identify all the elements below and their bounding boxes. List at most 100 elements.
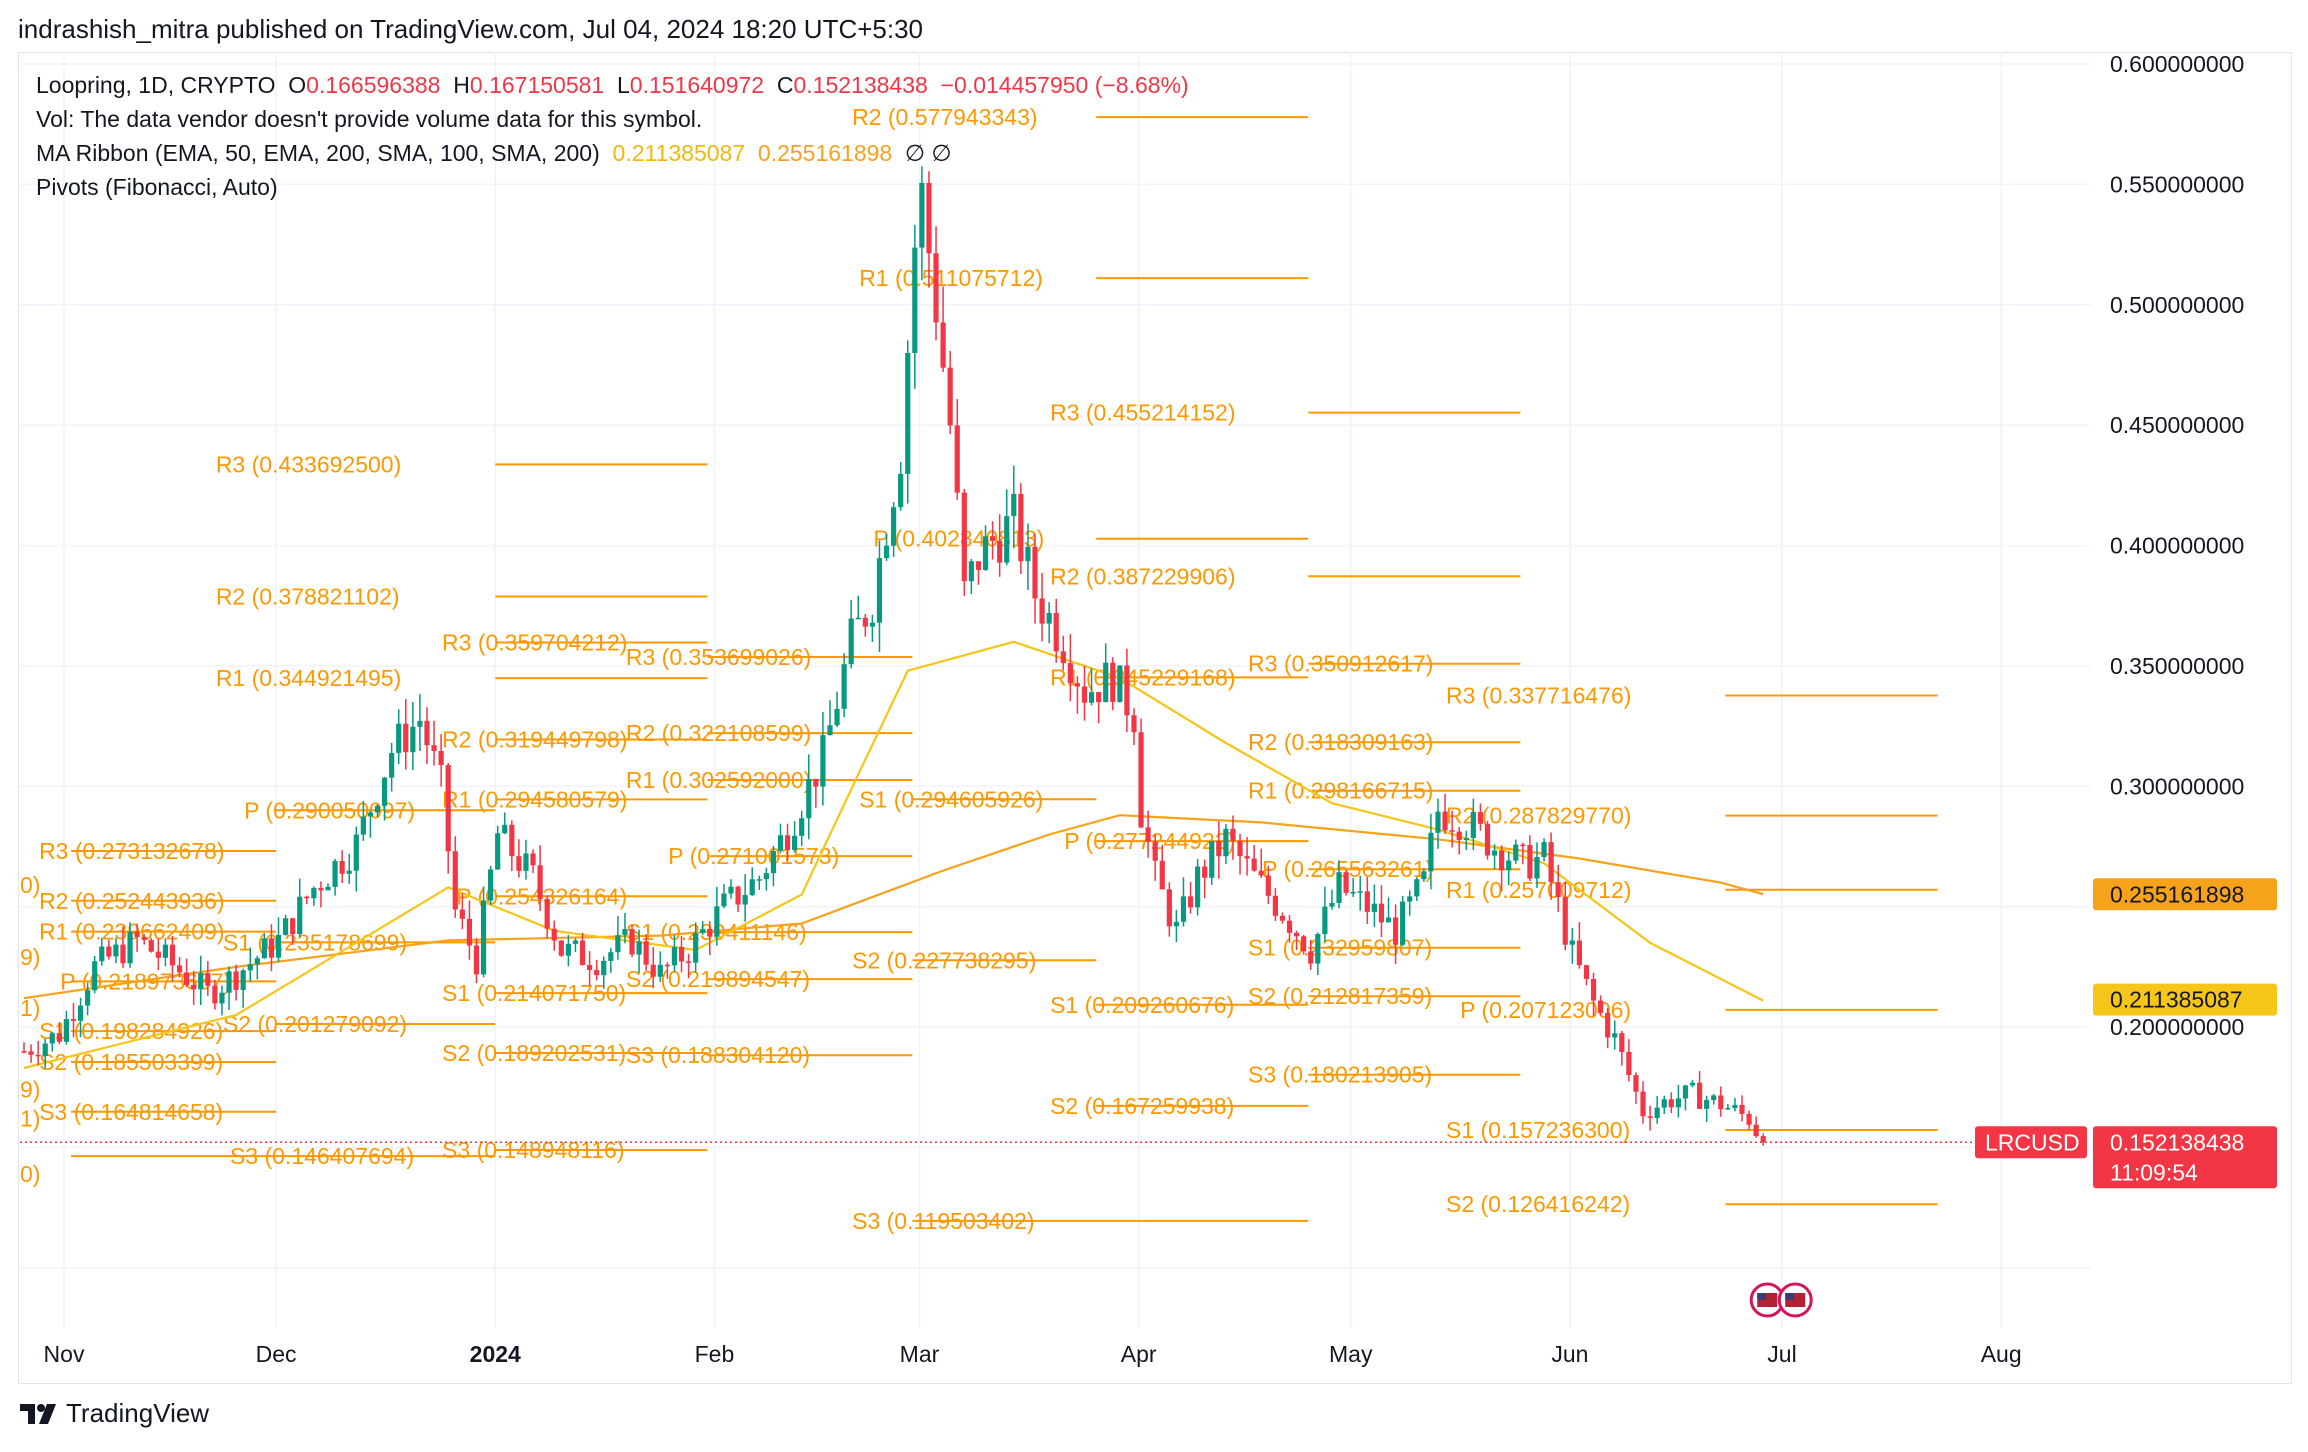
candle-body: [226, 971, 232, 993]
legend-open-label: O: [288, 72, 307, 98]
candle-body: [579, 940, 586, 965]
legend-ohlc: Loopring, 1D, CRYPTO O0.166596388 H0.167…: [36, 70, 1189, 100]
candle-body: [198, 973, 204, 990]
candle-body: [1166, 889, 1172, 927]
candle-body: [1110, 662, 1116, 702]
candle-body: [1336, 872, 1342, 904]
legend-close-label: C: [776, 72, 794, 98]
pivot-label: R2 (0.577943343): [852, 104, 1037, 130]
ma-ribbon: [23, 640, 1764, 1070]
candle-body: [466, 918, 473, 946]
candle-body: [1583, 965, 1590, 979]
x-tick-label: Aug: [1981, 1341, 2022, 1367]
symbol-tag: [1975, 1126, 2087, 1159]
candle-body: [431, 745, 437, 751]
y-tick-label: 0.350000000: [2110, 653, 2244, 679]
candle-body: [1138, 732, 1144, 828]
candle-body: [1371, 903, 1377, 912]
candle-body: [728, 886, 734, 894]
x-tick-label: Feb: [695, 1341, 735, 1367]
candle-body: [268, 938, 275, 958]
ma-value-2: 0.255161898: [757, 140, 893, 166]
candle-body: [933, 253, 939, 323]
countdown-label: 11:09:54: [2110, 1159, 2198, 1185]
candle-body: [1258, 870, 1264, 876]
candle-body: [70, 1019, 77, 1021]
y-tick-label: 0.600000000: [2110, 51, 2244, 77]
candle-body: [1400, 901, 1406, 945]
pivot-label: R2 (0.387229906): [1050, 563, 1235, 589]
candle-body: [261, 938, 267, 959]
pivot-label: R1 (0.298166715): [1248, 778, 1433, 804]
candle-body: [42, 1043, 48, 1057]
candle-body: [1718, 1095, 1724, 1110]
candle-body: [1202, 866, 1208, 878]
candle-body: [85, 990, 91, 1006]
candle-body: [1265, 875, 1271, 896]
candle-body: [1605, 1012, 1611, 1038]
candle-body: [56, 1033, 62, 1042]
pivot-label: R3 (0.337716476): [1446, 682, 1631, 708]
legend-pivots[interactable]: Pivots (Fibonacci, Auto): [36, 174, 278, 200]
candle-body: [898, 473, 904, 508]
candle-body: [777, 835, 784, 851]
candle-body: [1223, 828, 1229, 857]
candle-body: [1216, 840, 1222, 857]
candle-body: [1308, 951, 1314, 964]
candle-body: [205, 973, 211, 986]
pivot-label: S1 (0.214071750): [442, 980, 626, 1006]
candle-body: [1322, 906, 1328, 935]
candle-body: [905, 353, 911, 474]
candle-body: [92, 961, 98, 991]
pivot-label: S2 (0.201279092): [223, 1011, 407, 1037]
pivot-label: R2 (0.287829770): [1446, 803, 1631, 829]
candle-body: [318, 887, 324, 891]
pivot-label: S3 (0.188304120): [626, 1042, 810, 1068]
candle-body: [1689, 1082, 1696, 1086]
pivot-label: P (0.402840813): [873, 526, 1044, 552]
pivot-label: S1 (0.235178699): [223, 929, 407, 955]
candle-body: [848, 618, 854, 665]
candle-body: [459, 909, 465, 919]
candle-body: [1329, 903, 1335, 907]
candle-body: [1357, 891, 1363, 893]
ma-price-tag-label: 0.255161898: [2110, 881, 2244, 907]
candle-body: [374, 805, 381, 813]
candle-body: [488, 869, 494, 901]
pivot-label-fragment: 9): [20, 944, 40, 970]
candle-body: [1350, 892, 1356, 894]
pivot-label: S2 (0.167259938): [1050, 1093, 1234, 1119]
x-tick-label: May: [1329, 1341, 1373, 1367]
candle-body: [1442, 811, 1448, 831]
candle-body: [551, 928, 557, 941]
legend-ma-ribbon[interactable]: MA Ribbon (EMA, 50, EMA, 200, SMA, 100, …: [36, 138, 951, 168]
candle-body: [855, 617, 861, 620]
pivot-label: R3 (0.353699026): [626, 644, 811, 670]
candle-body: [735, 886, 741, 905]
ma-50-line: [23, 640, 1764, 1070]
candle-body: [629, 929, 635, 955]
pivot-label-fragment: 1): [20, 1106, 40, 1132]
candle-body: [1484, 823, 1491, 856]
candle-body: [247, 964, 253, 971]
candle-body: [926, 182, 932, 254]
candle-body: [445, 765, 451, 852]
pivot-label-fragment: 0): [20, 1161, 40, 1187]
candle-body: [544, 898, 550, 929]
price-tags: 0.255161898 0.211385087 LRCUSD 0.152138438 1…: [20, 878, 2277, 1318]
candle-body: [169, 944, 176, 966]
candle-body: [120, 944, 126, 964]
candle-body: [191, 984, 197, 990]
tradingview-brand[interactable]: TradingView: [20, 1398, 209, 1429]
pivot-levels: R3 (0.273132678)R2 (0.252443936)R1 (0.23…: [20, 104, 1938, 1234]
tradingview-logo-icon: [20, 1403, 56, 1424]
candle-body: [1421, 871, 1427, 880]
candle-body: [304, 896, 310, 899]
legend-symbol: Loopring, 1D, CRYPTO: [36, 72, 276, 98]
candle-body: [1159, 860, 1165, 890]
pivot-label: S2 (0.189202531): [442, 1040, 626, 1066]
candle-body: [424, 720, 430, 746]
candle-body: [615, 935, 621, 953]
candle-body: [792, 835, 798, 850]
